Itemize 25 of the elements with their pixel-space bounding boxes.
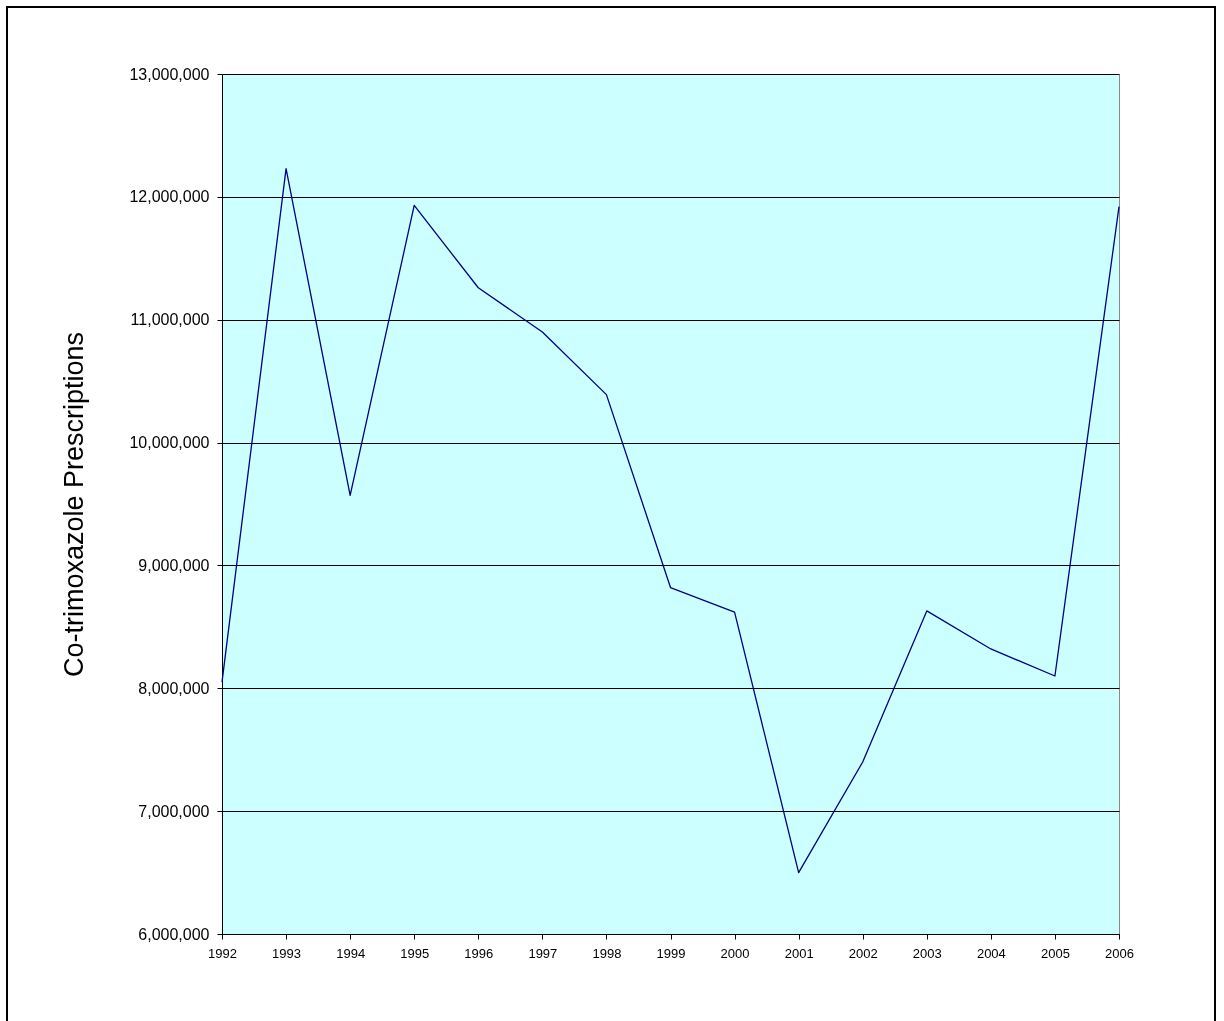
y-tick-label: 6,000,000 — [138, 925, 210, 943]
x-tick-label: 2000 — [720, 945, 750, 961]
x-tick-label: 1999 — [656, 945, 686, 961]
x-tick-label: 1994 — [336, 945, 366, 961]
x-tick-label: 1998 — [592, 945, 622, 961]
x-tick-label: 2005 — [1040, 945, 1070, 961]
y-tick-label: 9,000,000 — [138, 556, 210, 574]
x-tick-label: 1996 — [464, 945, 494, 961]
y-tick-label: 12,000,000 — [129, 188, 210, 206]
x-tick-label: 2002 — [848, 945, 878, 961]
y-tick-label: 10,000,000 — [129, 434, 210, 452]
y-tick-label: 8,000,000 — [138, 679, 210, 697]
y-tick-label: 11,000,000 — [130, 311, 210, 329]
x-tick-label: 1992 — [208, 945, 237, 961]
x-tick-label: 1993 — [272, 945, 302, 961]
x-tick-label: 1997 — [528, 945, 558, 961]
y-tick-label: 7,000,000 — [138, 802, 210, 820]
x-tick-label: 2003 — [912, 945, 942, 961]
line-series — [221, 167, 1120, 874]
x-tick-label: 1995 — [400, 945, 430, 961]
y-axis-title: Co-trimoxazole Prescriptions — [59, 331, 90, 678]
x-tick-label: 2004 — [976, 945, 1006, 961]
x-tick-label: 2001 — [784, 945, 814, 961]
y-tick-label: 13,000,000 — [129, 65, 210, 83]
x-tick-label: 2006 — [1105, 945, 1134, 961]
